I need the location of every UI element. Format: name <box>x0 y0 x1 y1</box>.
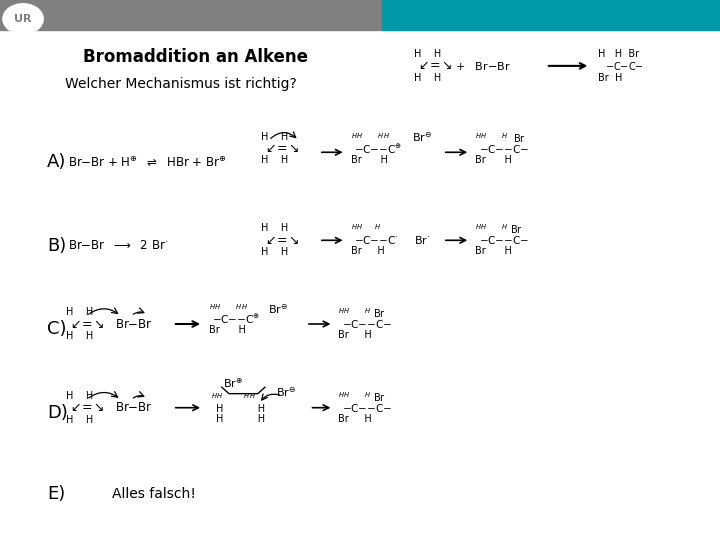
Text: D): D) <box>47 404 68 422</box>
Text: UR: UR <box>14 14 32 24</box>
Text: Alles falsch!: Alles falsch! <box>112 487 195 501</box>
Text: $\swarrow\!\!=\!\!\searrow$: $\swarrow\!\!=\!\!\searrow$ <box>416 59 452 72</box>
Text: $-$C$-$$-$C$-$: $-$C$-$$-$C$-$ <box>479 143 529 155</box>
Text: Br$^{\cdot}$: Br$^{\cdot}$ <box>414 234 430 246</box>
Text: $^H$$^H$     $^H$ Br: $^H$$^H$ $^H$ Br <box>338 390 387 404</box>
Circle shape <box>3 4 43 34</box>
Text: H    H: H H <box>66 307 94 317</box>
Text: $^H$$^H$     $^H$$^H$: $^H$$^H$ $^H$$^H$ <box>209 302 248 316</box>
Text: $^H$$^H$     $^H$  Br: $^H$$^H$ $^H$ Br <box>475 131 526 145</box>
Text: H    H: H H <box>261 247 288 257</box>
Text: Br     H: Br H <box>338 414 372 423</box>
Text: $-$C$-$$-$C$^{\oplus}$: $-$C$-$$-$C$^{\oplus}$ <box>354 143 402 156</box>
Text: H    H: H H <box>414 49 441 59</box>
Text: Br      H: Br H <box>209 326 246 335</box>
Text: $-$C$-$$-$C$-$: $-$C$-$$-$C$-$ <box>479 234 529 246</box>
Text: Br$^{\ominus}$: Br$^{\ominus}$ <box>412 131 432 144</box>
Text: C): C) <box>47 320 66 339</box>
Text: $^H$$^H$       $^H$$^H$: $^H$$^H$ $^H$$^H$ <box>211 392 256 406</box>
Text: $^H$$^H$    $^H$: $^H$$^H$ $^H$ <box>351 222 381 237</box>
Text: H    H: H H <box>66 391 94 401</box>
Text: Br      H: Br H <box>351 155 387 165</box>
Text: H    H: H H <box>66 415 94 424</box>
Text: $^H$$^H$     $^H$$^H$: $^H$$^H$ $^H$$^H$ <box>351 131 390 145</box>
Text: $^H$$^H$     $^H$ Br: $^H$$^H$ $^H$ Br <box>338 306 387 320</box>
Text: $\swarrow\!\!=\!\!\searrow$: $\swarrow\!\!=\!\!\searrow$ <box>263 142 299 155</box>
Text: Br     H: Br H <box>338 330 372 340</box>
Text: Br      H: Br H <box>475 155 512 165</box>
Text: $\swarrow\!\!=\!\!\searrow$: $\swarrow\!\!=\!\!\searrow$ <box>68 401 104 414</box>
Text: Br$-$Br + H$^{\oplus}$  $\rightleftharpoons$  HBr + Br$^{\oplus}$: Br$-$Br + H$^{\oplus}$ $\rightleftharpoo… <box>68 155 227 169</box>
Text: $-$C$-$$-$C$-$: $-$C$-$$-$C$-$ <box>342 318 392 330</box>
Bar <box>382 0 720 30</box>
Text: Br$^{\ominus}$: Br$^{\ominus}$ <box>268 302 288 315</box>
Text: H    H: H H <box>261 156 288 165</box>
Text: Br$-$Br: Br$-$Br <box>115 401 153 414</box>
Text: H    H: H H <box>66 331 94 341</box>
Text: H    H: H H <box>261 224 288 233</box>
Text: H    H: H H <box>261 132 288 141</box>
Text: $-$C$-$C$-$: $-$C$-$C$-$ <box>605 60 644 72</box>
Text: H    H: H H <box>414 73 441 83</box>
Text: +   Br$-$Br: + Br$-$Br <box>455 60 510 72</box>
Bar <box>0 0 382 30</box>
Text: Br$^{\oplus}$: Br$^{\oplus}$ <box>223 377 243 390</box>
Text: $^H$$^H$     $^H$ Br: $^H$$^H$ $^H$ Br <box>475 222 523 237</box>
Text: $-$C$-$$-$C$^{\oplus}$: $-$C$-$$-$C$^{\oplus}$ <box>212 313 261 326</box>
Text: $\swarrow\!\!=\!\!\searrow$: $\swarrow\!\!=\!\!\searrow$ <box>263 234 299 247</box>
Text: $\swarrow\!\!=\!\!\searrow$: $\swarrow\!\!=\!\!\searrow$ <box>68 318 104 330</box>
Text: A): A) <box>47 153 66 171</box>
Text: H   H  Br: H H Br <box>598 49 639 59</box>
Text: H           H: H H <box>216 414 265 423</box>
Text: $-$C$-$$-$C$^{\cdot}$: $-$C$-$$-$C$^{\cdot}$ <box>354 234 398 246</box>
Text: H           H: H H <box>216 404 265 414</box>
Text: Welcher Mechanismus ist richtig?: Welcher Mechanismus ist richtig? <box>65 77 297 91</box>
Text: $-$C$-$$-$C$-$: $-$C$-$$-$C$-$ <box>342 402 392 414</box>
Text: Br  H: Br H <box>598 73 622 83</box>
Text: B): B) <box>47 237 66 255</box>
Text: Br      H: Br H <box>475 246 512 256</box>
Text: Br     H: Br H <box>351 246 384 256</box>
Text: Br$^{\ominus}$: Br$^{\ominus}$ <box>276 386 296 399</box>
Text: Bromaddition an Alkene: Bromaddition an Alkene <box>83 48 308 66</box>
Text: Br$-$Br: Br$-$Br <box>115 318 153 330</box>
Text: Br$-$Br  $\longrightarrow$  2 Br$^{\cdot}$: Br$-$Br $\longrightarrow$ 2 Br$^{\cdot}$ <box>68 239 168 252</box>
Text: E): E) <box>47 485 65 503</box>
